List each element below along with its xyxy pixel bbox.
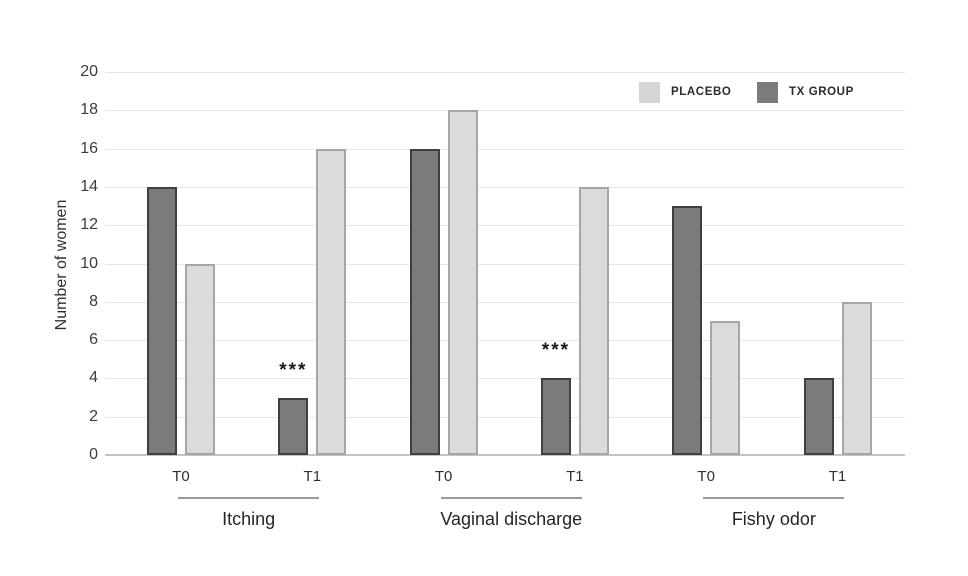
y-tick-label: 12 [80, 216, 98, 234]
y-tick-label: 8 [89, 292, 98, 310]
bar-tx-group [409, 148, 440, 455]
group-label: Itching [222, 509, 276, 529]
y-tick-label: 16 [80, 139, 98, 157]
gridline [105, 148, 905, 150]
x-tick-label: T1 [566, 468, 584, 485]
bar-tx-group [672, 206, 703, 455]
x-tick-label: T1 [828, 468, 847, 485]
gridline [105, 72, 905, 73]
x-tick-label: T1 [303, 468, 322, 485]
legend-swatch-placebo [639, 82, 660, 103]
bar-placebo [185, 263, 215, 455]
bar-placebo [447, 110, 478, 455]
gridline [105, 378, 905, 380]
y-tick-label: 18 [80, 101, 98, 119]
bar-tx-group [540, 378, 571, 455]
group-underline [703, 497, 845, 499]
x-axis-line [105, 454, 905, 456]
x-tick-label: T0 [172, 468, 190, 485]
legend-label-tx-group: TX GROUP [789, 86, 854, 98]
group-underline [178, 497, 320, 499]
group-label: Fishy odor [731, 509, 816, 529]
significance-annotation: *** [541, 340, 570, 362]
gridline [105, 225, 905, 227]
bar-placebo [316, 148, 347, 455]
x-tick-label: T0 [434, 468, 453, 485]
bar-tx-group [147, 186, 177, 455]
bar-placebo [841, 301, 872, 455]
y-tick-label: 20 [80, 63, 98, 80]
group-underline [440, 497, 582, 499]
y-tick-label: 4 [89, 369, 98, 387]
bar-placebo [578, 186, 609, 455]
group-label: Vaginal discharge [440, 509, 583, 529]
legend-label-placebo: PLACEBO [671, 86, 732, 98]
y-tick-label: 14 [80, 177, 98, 195]
y-tick-label: 10 [80, 254, 98, 272]
x-tick-label: T0 [697, 468, 715, 485]
y-tick-label: 6 [89, 331, 98, 349]
gridline [105, 301, 905, 303]
y-tick-label: 0 [89, 446, 98, 463]
legend-swatch-tx-group [757, 82, 778, 103]
gridline [105, 186, 905, 188]
gridline [105, 416, 905, 418]
significance-annotation: *** [279, 359, 308, 381]
bar-tx-group [278, 397, 309, 455]
y-tick-label: 2 [89, 407, 98, 425]
bar-tx-group [803, 378, 834, 455]
gridline [105, 263, 905, 265]
bar-placebo [710, 320, 741, 455]
gridline [105, 110, 905, 112]
gridline [105, 340, 905, 342]
